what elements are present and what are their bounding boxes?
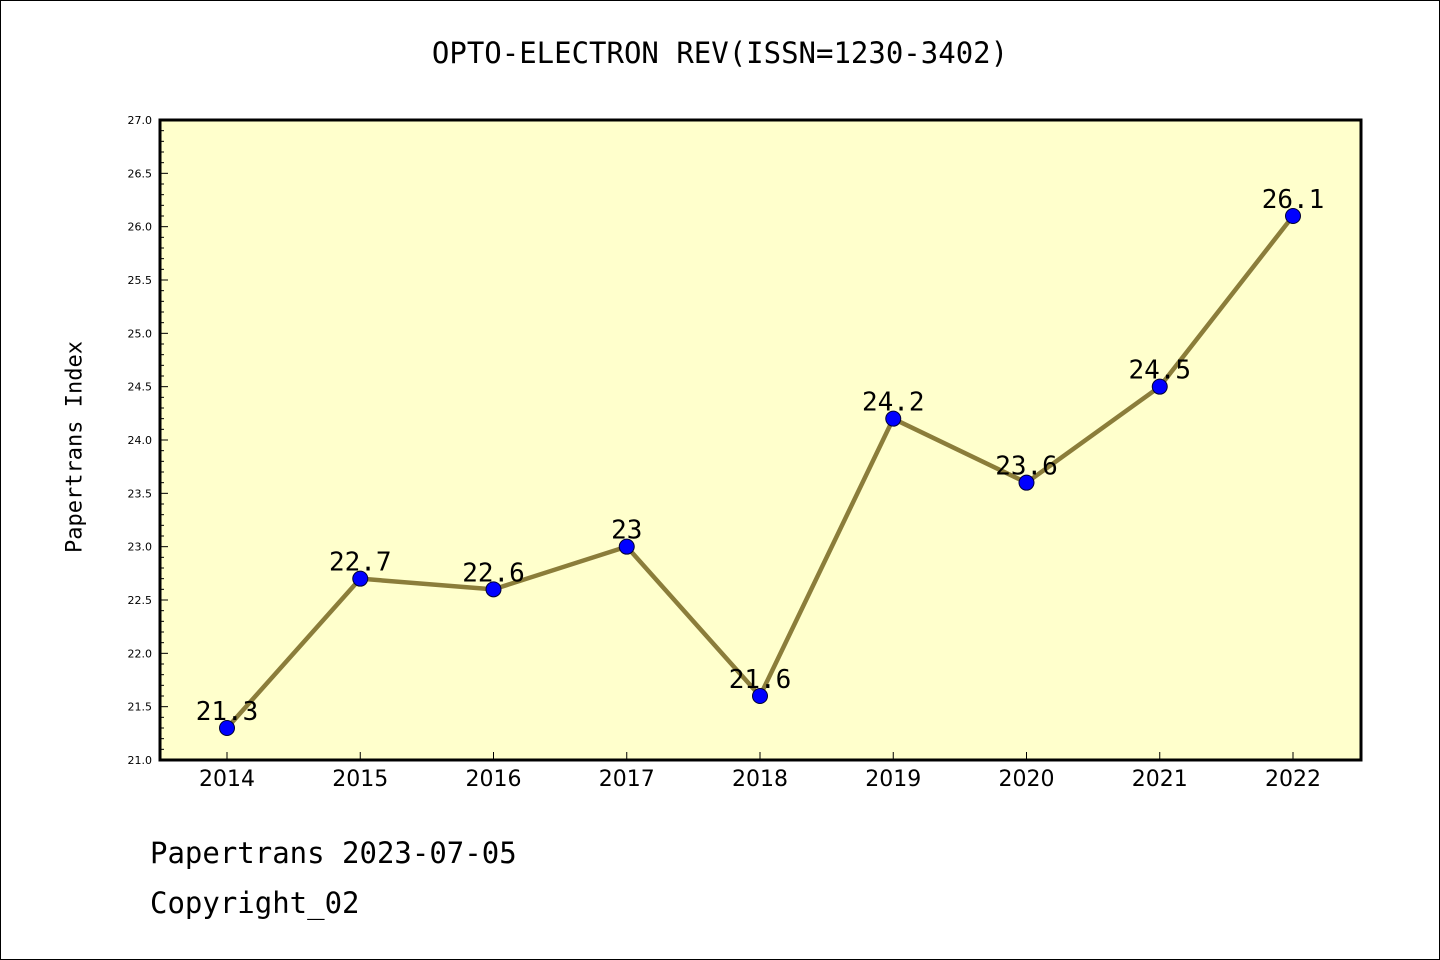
y-tick-label: 27.0 bbox=[128, 114, 153, 127]
x-tick-label: 2016 bbox=[466, 767, 522, 792]
x-tick-label: 2021 bbox=[1132, 767, 1188, 792]
x-tick-label: 2015 bbox=[332, 767, 388, 792]
y-tick-label: 23.5 bbox=[128, 487, 153, 500]
data-label: 22.7 bbox=[329, 548, 392, 578]
footer-copyright: Copyright_02 bbox=[150, 886, 360, 920]
y-tick-label: 25.5 bbox=[128, 274, 153, 287]
x-tick-label: 2017 bbox=[599, 767, 655, 792]
y-tick-label: 24.0 bbox=[128, 434, 153, 447]
data-label: 22.6 bbox=[462, 558, 525, 588]
data-point bbox=[1018, 474, 1035, 491]
data-point bbox=[885, 410, 902, 427]
data-point bbox=[618, 538, 635, 555]
footer-date: Papertrans 2023-07-05 bbox=[150, 836, 517, 870]
x-tick-label: 2019 bbox=[865, 767, 921, 792]
data-label: 23 bbox=[611, 516, 642, 546]
data-label: 24.5 bbox=[1128, 356, 1191, 386]
data-label: 21.6 bbox=[729, 665, 792, 695]
data-point bbox=[219, 720, 235, 736]
data-point bbox=[1285, 208, 1301, 224]
x-tick-label: 2022 bbox=[1265, 767, 1321, 792]
y-tick-label: 22.5 bbox=[128, 594, 153, 607]
y-tick-label: 23.0 bbox=[128, 541, 153, 554]
plot-area bbox=[160, 120, 1361, 760]
x-tick-label: 2018 bbox=[732, 767, 788, 792]
plot-border bbox=[158, 118, 1363, 762]
x-tick-label: 2014 bbox=[199, 767, 255, 792]
data-label: 26.1 bbox=[1262, 185, 1325, 215]
y-tick-label: 22.0 bbox=[128, 647, 153, 660]
data-label: 23.6 bbox=[995, 452, 1058, 482]
data-label: 21.3 bbox=[196, 697, 259, 727]
data-point bbox=[752, 688, 768, 704]
data-label: 24.2 bbox=[862, 388, 925, 418]
y-tick-label: 25.0 bbox=[128, 327, 153, 340]
x-tick-label: 2020 bbox=[999, 767, 1055, 792]
y-tick-label: 26.0 bbox=[128, 221, 153, 234]
y-tick-label: 26.5 bbox=[128, 167, 153, 180]
y-tick-label: 21.5 bbox=[128, 701, 153, 714]
data-point bbox=[1151, 378, 1168, 395]
data-point bbox=[485, 581, 502, 598]
y-tick-label: 24.5 bbox=[128, 381, 153, 394]
data-point bbox=[352, 570, 369, 587]
chart-title: OPTO-ELECTRON REV(ISSN=1230-3402) bbox=[431, 36, 1009, 70]
y-tick-label: 21.0 bbox=[128, 754, 153, 767]
